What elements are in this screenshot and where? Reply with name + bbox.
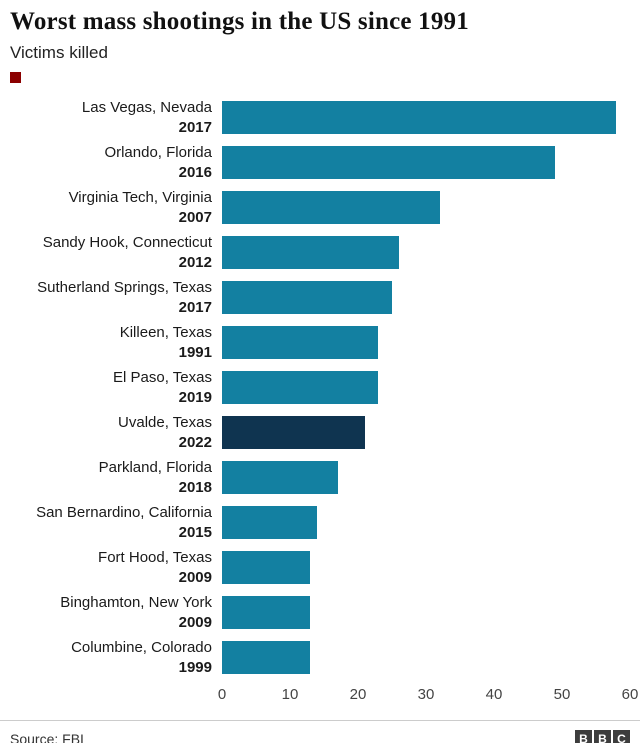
bar-label-year: 2012	[178, 253, 212, 271]
bar	[222, 236, 399, 269]
bar-row: Virginia Tech, Virginia 2007	[10, 185, 630, 230]
bar	[222, 101, 617, 134]
bbc-logo-block: B	[575, 730, 592, 743]
bar-label: Uvalde, Texas 2022	[10, 413, 222, 452]
bar-label-year: 2017	[178, 298, 212, 316]
bar-track	[222, 371, 630, 404]
bar-label-location: Killeen, Texas	[119, 324, 212, 341]
x-axis-tick: 50	[553, 686, 571, 703]
x-axis-tick: 40	[485, 686, 503, 703]
bar	[222, 641, 311, 674]
bar-track	[222, 326, 630, 359]
bbc-logo-block: B	[594, 730, 611, 743]
bar-label: El Paso, Texas 2019	[10, 368, 222, 407]
bar	[222, 416, 365, 449]
bar-label-year: 2007	[178, 208, 212, 226]
bar-label-location: Columbine, Colorado	[71, 639, 212, 656]
bar-label-location: Parkland, Florida	[98, 459, 212, 476]
bar-label-year: 2017	[178, 118, 212, 136]
bar-row: El Paso, Texas 2019	[10, 365, 630, 410]
bar-label-location: Las Vegas, Nevada	[81, 99, 212, 116]
bar-row: Sutherland Springs, Texas 2017	[10, 275, 630, 320]
x-axis-tick: 10	[281, 686, 299, 703]
bar-label-location: Orlando, Florida	[104, 144, 212, 161]
bar-row: Sandy Hook, Connecticut 2012	[10, 230, 630, 275]
bar-track	[222, 596, 630, 629]
source-text: Source: FBI	[10, 730, 84, 743]
bar-label-location: Sutherland Springs, Texas	[37, 279, 212, 296]
bar-row: Binghamton, New York 2009	[10, 590, 630, 635]
bar-label: Sutherland Springs, Texas 2017	[10, 278, 222, 317]
bar-label: Binghamton, New York 2009	[10, 593, 222, 632]
bar-track	[222, 281, 630, 314]
bar-label-year: 2022	[178, 433, 212, 451]
bar-label-location: Binghamton, New York	[60, 594, 212, 611]
x-axis-tick: 20	[349, 686, 367, 703]
bar-label: San Bernardino, California 2015	[10, 503, 222, 542]
bar-row: Fort Hood, Texas 2009	[10, 545, 630, 590]
bar	[222, 191, 440, 224]
bbc-logo-block: C	[613, 730, 630, 743]
bar-row: Uvalde, Texas 2022	[10, 410, 630, 455]
bar	[222, 506, 318, 539]
bar-label: Fort Hood, Texas 2009	[10, 548, 222, 587]
bar-track	[222, 461, 630, 494]
bar-row: Columbine, Colorado 1999	[10, 635, 630, 680]
bar-row: Las Vegas, Nevada 2017	[10, 95, 630, 140]
x-axis: 0 10 20 30 40 50 60	[218, 680, 639, 706]
bar-track	[222, 506, 630, 539]
bar-row: Killeen, Texas 1991	[10, 320, 630, 365]
bar-label-year: 2018	[178, 478, 212, 496]
chart-subtitle: Victims killed	[10, 43, 108, 62]
bar-label: Columbine, Colorado 1999	[10, 638, 222, 677]
bar-track	[222, 551, 630, 584]
bar-label-year: 2009	[178, 568, 212, 586]
bar	[222, 551, 311, 584]
bar	[222, 461, 338, 494]
bar	[222, 596, 311, 629]
bar-chart: Las Vegas, Nevada 2017 Orlando, Florida 201…	[10, 95, 639, 706]
bar-row: Orlando, Florida 2016	[10, 140, 630, 185]
bar-label: Las Vegas, Nevada 2017	[10, 98, 222, 137]
x-axis-tick: 30	[417, 686, 435, 703]
accent-square	[10, 72, 21, 83]
chart-title: Worst mass shootings in the US since 199…	[10, 8, 469, 35]
bar-label-year: 1991	[178, 343, 212, 361]
bar-track	[222, 101, 630, 134]
footer-divider	[0, 720, 640, 721]
bar-row: San Bernardino, California 2015	[10, 500, 630, 545]
x-axis-tick: 0	[217, 686, 227, 703]
bar-label-year: 2019	[178, 388, 212, 406]
chart-rows: Las Vegas, Nevada 2017 Orlando, Florida 201…	[10, 95, 630, 680]
bar-label: Orlando, Florida 2016	[10, 143, 222, 182]
bar	[222, 326, 379, 359]
bar-row: Parkland, Florida 2018	[10, 455, 630, 500]
bar-label-location: El Paso, Texas	[113, 369, 212, 386]
bar-label: Virginia Tech, Virginia 2007	[10, 188, 222, 227]
bar	[222, 281, 392, 314]
bar-track	[222, 146, 630, 179]
bar-label: Killeen, Texas 1991	[10, 323, 222, 362]
bar-label-location: Fort Hood, Texas	[98, 549, 212, 566]
x-axis-tick: 60	[621, 686, 639, 703]
bar-track	[222, 191, 630, 224]
bar-label-year: 1999	[178, 658, 212, 676]
bar	[222, 371, 379, 404]
bar-track	[222, 641, 630, 674]
bar-label-location: Virginia Tech, Virginia	[68, 189, 212, 206]
bar-label-year: 2015	[178, 523, 212, 541]
bar-track	[222, 416, 630, 449]
bar-label-location: Uvalde, Texas	[118, 414, 212, 431]
bar-label-location: Sandy Hook, Connecticut	[42, 234, 212, 251]
bar	[222, 146, 556, 179]
bar-label-year: 2009	[178, 613, 212, 631]
bar-track	[222, 236, 630, 269]
bar-label-location: San Bernardino, California	[36, 504, 212, 521]
bar-label: Sandy Hook, Connecticut 2012	[10, 233, 222, 272]
bar-label-year: 2016	[178, 163, 212, 181]
bar-label: Parkland, Florida 2018	[10, 458, 222, 497]
